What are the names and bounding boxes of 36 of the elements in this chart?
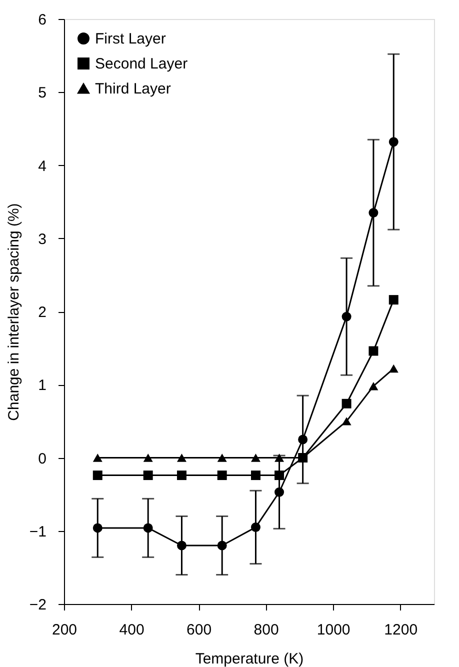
point — [92, 454, 102, 462]
point — [92, 470, 102, 480]
x-tick-label: 1200 — [384, 622, 418, 638]
point — [342, 398, 352, 408]
legend-label: First Layer — [95, 30, 166, 48]
x-tick-label: 800 — [254, 622, 279, 638]
point — [388, 364, 398, 373]
point — [176, 454, 186, 462]
point — [250, 470, 260, 480]
point — [250, 454, 260, 462]
x-tick-label: 400 — [119, 622, 144, 638]
point — [342, 417, 352, 426]
y-tick-label: 6 — [38, 12, 46, 28]
y-tick-label: −2 — [29, 596, 46, 614]
point — [368, 346, 378, 356]
y-tick-label: −1 — [29, 523, 46, 540]
legend-label: Third Layer — [95, 80, 171, 98]
point — [143, 454, 153, 462]
x-tick-label: 200 — [52, 622, 78, 638]
y-tick-label: 4 — [38, 158, 46, 175]
point — [388, 295, 398, 305]
point — [368, 382, 378, 390]
point — [217, 470, 227, 480]
y-tick-label: 2 — [38, 304, 46, 321]
y-tick-label: 1 — [38, 377, 46, 394]
x-axis-title: Temperature (K) — [195, 650, 304, 667]
x-tick-label: 1000 — [316, 622, 350, 638]
x-tick-label: 600 — [186, 622, 212, 638]
legend-label: Second Layer — [95, 56, 188, 72]
point — [176, 470, 186, 480]
y-tick-label: 0 — [38, 450, 46, 468]
point — [217, 454, 227, 462]
y-axis-title: Change in interlayer spacing (%) — [5, 203, 22, 421]
point — [143, 470, 153, 480]
y-tick-label: 5 — [38, 84, 46, 102]
y-tick-label: 3 — [38, 230, 46, 248]
